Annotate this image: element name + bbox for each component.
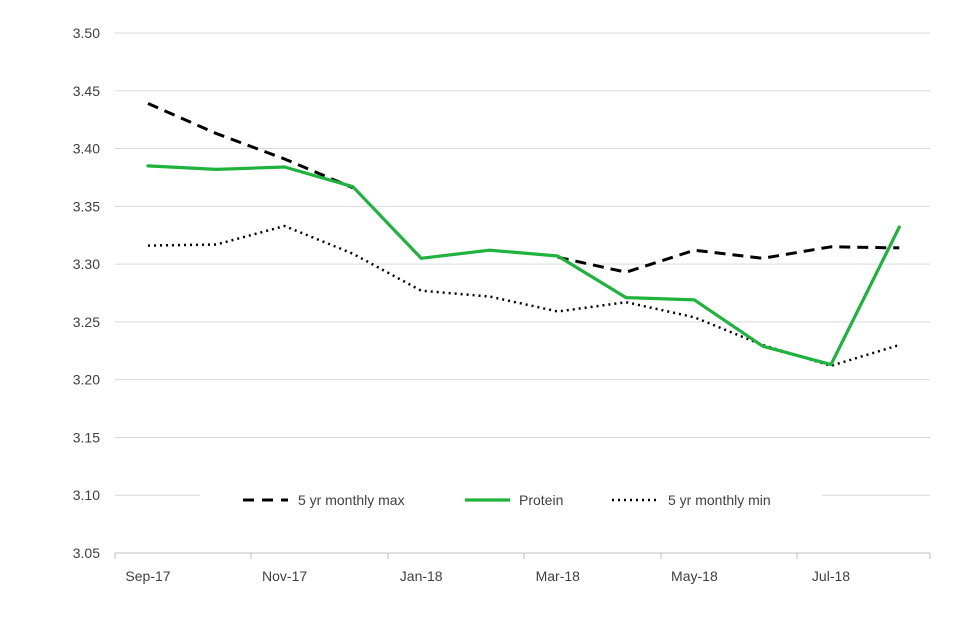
x-tick-label: Nov-17 xyxy=(262,568,307,584)
y-tick-label: 3.10 xyxy=(73,487,100,503)
y-tick-label: 3.30 xyxy=(73,256,100,272)
x-axis-tick-labels: Sep-17 Nov-17 Jan-18 Mar-18 May-18 Jul-18 xyxy=(125,568,850,584)
x-tick-label: May-18 xyxy=(671,568,718,584)
legend-background xyxy=(200,485,822,515)
gridlines xyxy=(115,32,930,496)
legend-label: 5 yr monthly min xyxy=(668,492,771,508)
y-tick-label: 3.25 xyxy=(73,314,100,330)
x-tick-label: Mar-18 xyxy=(536,568,581,584)
y-tick-label: 3.35 xyxy=(73,198,100,214)
x-tick-label: Jul-18 xyxy=(812,568,850,584)
legend-label: Protein xyxy=(519,492,563,508)
legend: 5 yr monthly max Protein 5 yr monthly min xyxy=(243,492,771,508)
y-tick-label: 3.05 xyxy=(73,545,100,561)
x-tick-label: Sep-17 xyxy=(125,568,170,584)
legend-label: 5 yr monthly max xyxy=(298,492,405,508)
y-tick-label: 3.45 xyxy=(73,83,100,99)
x-tick-label: Jan-18 xyxy=(400,568,443,584)
series-line-5-yr-monthly-min xyxy=(147,224,900,368)
series-line-5-yr-monthly-max xyxy=(147,102,900,274)
y-axis-tick-labels: 3.05 3.10 3.15 3.20 3.25 3.30 3.35 3.40 3.45 3.50 xyxy=(73,25,100,561)
x-axis xyxy=(114,552,931,559)
series-line-protein xyxy=(146,164,901,367)
y-tick-label: 3.40 xyxy=(73,141,100,157)
y-tick-label: 3.20 xyxy=(73,372,100,388)
y-tick-label: 3.15 xyxy=(73,429,100,445)
y-tick-label: 3.50 xyxy=(73,25,100,41)
series-lines xyxy=(146,102,901,368)
